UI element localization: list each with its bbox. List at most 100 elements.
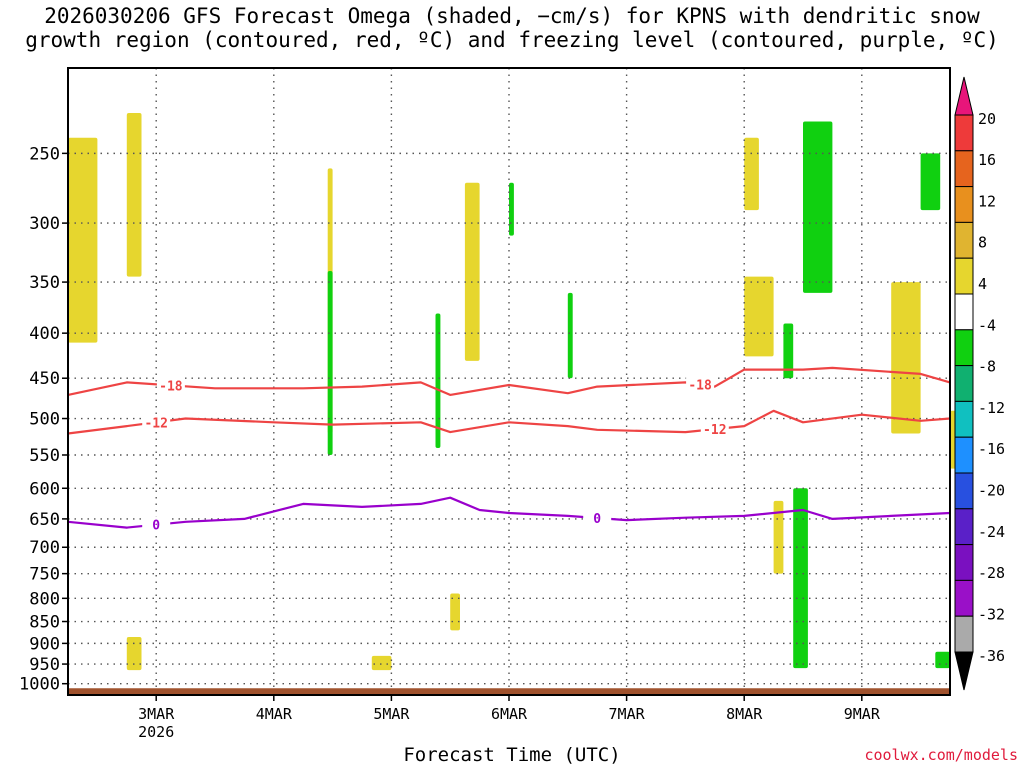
colorbar-label--36: -36 (978, 647, 1005, 665)
colorbar-label-12: 12 (978, 192, 996, 210)
omega-area-0 (68, 137, 98, 343)
colorbar-box-3 (954, 221, 974, 259)
contour-label--12-1: -12 (703, 423, 726, 438)
contour-label--12-0: -12 (144, 416, 167, 431)
y-tick-label-400: 400 (29, 324, 60, 344)
x-tick-label-3MAR: 3MAR (138, 705, 175, 723)
colorbar-box-8 (954, 400, 974, 438)
omega-area-14 (793, 488, 808, 669)
colorbar-box-9 (954, 436, 974, 474)
y-tick-label-700: 700 (29, 538, 60, 558)
y-tick-label-800: 800 (29, 589, 60, 609)
colorbar-box-10 (954, 472, 974, 510)
x-tick-label-4MAR: 4MAR (256, 705, 293, 723)
y-axis: 2503003504004505005506006507007508008509… (19, 144, 68, 695)
credit-text: coolwx.com/models (864, 746, 1018, 764)
y-tick-label-900: 900 (29, 634, 60, 654)
y-tick-label-500: 500 (29, 410, 60, 430)
y-tick-label-950: 950 (29, 655, 60, 675)
omega-area-11 (450, 593, 460, 631)
ground (68, 688, 950, 695)
colorbar-label-4: 4 (978, 275, 987, 293)
contour-label-bg (700, 421, 729, 438)
omega-area-13 (783, 323, 794, 379)
omega-area-4 (744, 137, 759, 211)
colorbar-box-5 (954, 293, 974, 331)
x-tick-label-8MAR: 8MAR (726, 705, 763, 723)
x-tick-label-9MAR: 9MAR (844, 705, 881, 723)
colorbar-label-16: 16 (978, 151, 996, 169)
colorbar-label-8: 8 (978, 234, 987, 252)
colorbar-box-6 (954, 329, 974, 367)
omega-area-17 (567, 292, 573, 379)
contour-line-0 (67, 496, 951, 529)
grid (68, 68, 950, 695)
ground-band (68, 688, 950, 695)
contour-line--18 (67, 366, 951, 396)
colorbar-box-7 (954, 365, 974, 402)
contour-label-0-0: 0 (152, 519, 160, 534)
colorbar-label--16: -16 (978, 440, 1005, 458)
y-tick-label-1000: 1000 (19, 675, 60, 695)
colorbar-box-12 (954, 544, 974, 581)
colorbar: 20 16 12 8 4 -4 -8 -12 -16 -20 -24 -28 -32 -36 (954, 76, 1005, 691)
contour-label-bg (142, 516, 171, 533)
omega-area-10 (371, 655, 392, 671)
y-tick-label-250: 250 (29, 144, 60, 164)
chart-title-line-1: 2026030206 GFS Forecast Omega (shaded, −… (44, 4, 980, 28)
omega-area-19 (920, 153, 941, 211)
colorbar-arrow-bottom (954, 651, 974, 691)
omega-area-12 (803, 121, 833, 293)
colorbar-label--20: -20 (978, 482, 1005, 500)
contour-label-bg (686, 376, 715, 393)
omega-area-16 (435, 313, 441, 448)
colorbar-label--32: -32 (978, 605, 1005, 623)
colorbar-arrow-top (954, 76, 974, 116)
omega-area-8 (773, 500, 784, 574)
omega-area-1 (126, 113, 142, 277)
colorbar-box-4 (954, 257, 974, 295)
x-axis-label: Forecast Time (UTC) (403, 744, 621, 766)
colorbar-label--8: -8 (978, 358, 996, 376)
y-tick-label-600: 600 (29, 479, 60, 499)
colorbar-box-0 (954, 114, 974, 152)
contour-label--18-0: -18 (159, 379, 183, 394)
omega-shading (68, 113, 960, 671)
colorbar-label--28: -28 (978, 564, 1005, 582)
contour-label-bg (156, 377, 185, 394)
colorbar-label-20: 20 (978, 110, 996, 128)
x-tick-label-6MAR: 6MAR (491, 705, 528, 723)
x-axis: 3MAR 4MAR 5MAR 6MAR 7MAR 8MAR 9MAR 2026 (138, 695, 881, 741)
x-tick-label-7MAR: 7MAR (609, 705, 646, 723)
x-tick-label-5MAR: 5MAR (373, 705, 410, 723)
omega-area-3 (464, 182, 480, 361)
colorbar-box-14 (954, 615, 974, 653)
colorbar-box-11 (954, 508, 974, 546)
omega-area-6 (891, 282, 921, 434)
y-tick-label-450: 450 (29, 369, 60, 389)
contour-label--18-1: -18 (688, 379, 712, 394)
contours: -18 -18 -12 -12 0 0 (67, 366, 951, 534)
omega-area-15 (327, 270, 333, 455)
contour-line--12 (67, 409, 951, 435)
colorbar-box-1 (954, 150, 974, 188)
y-tick-label-750: 750 (29, 565, 60, 585)
chart-title-line-2: growth region (contoured, red, ºC) and f… (25, 28, 999, 52)
colorbar-box-13 (954, 579, 974, 617)
y-tick-label-550: 550 (29, 446, 60, 466)
contour-label-0-1: 0 (593, 512, 601, 527)
y-tick-label-650: 650 (29, 510, 60, 530)
omega-area-20 (935, 651, 950, 669)
colorbar-label--24: -24 (978, 523, 1005, 541)
omega-area-5 (744, 276, 774, 357)
omega-area-18 (509, 182, 514, 236)
y-tick-label-350: 350 (29, 273, 60, 293)
colorbar-label--12: -12 (978, 399, 1005, 417)
colorbar-box-2 (954, 186, 974, 223)
x-year-label: 2026 (138, 723, 174, 741)
chart-title: 2026030206 GFS Forecast Omega (shaded, −… (0, 4, 1024, 52)
contour-label-bg (142, 414, 171, 431)
y-tick-label-850: 850 (29, 613, 60, 633)
omega-area-9 (126, 636, 142, 671)
